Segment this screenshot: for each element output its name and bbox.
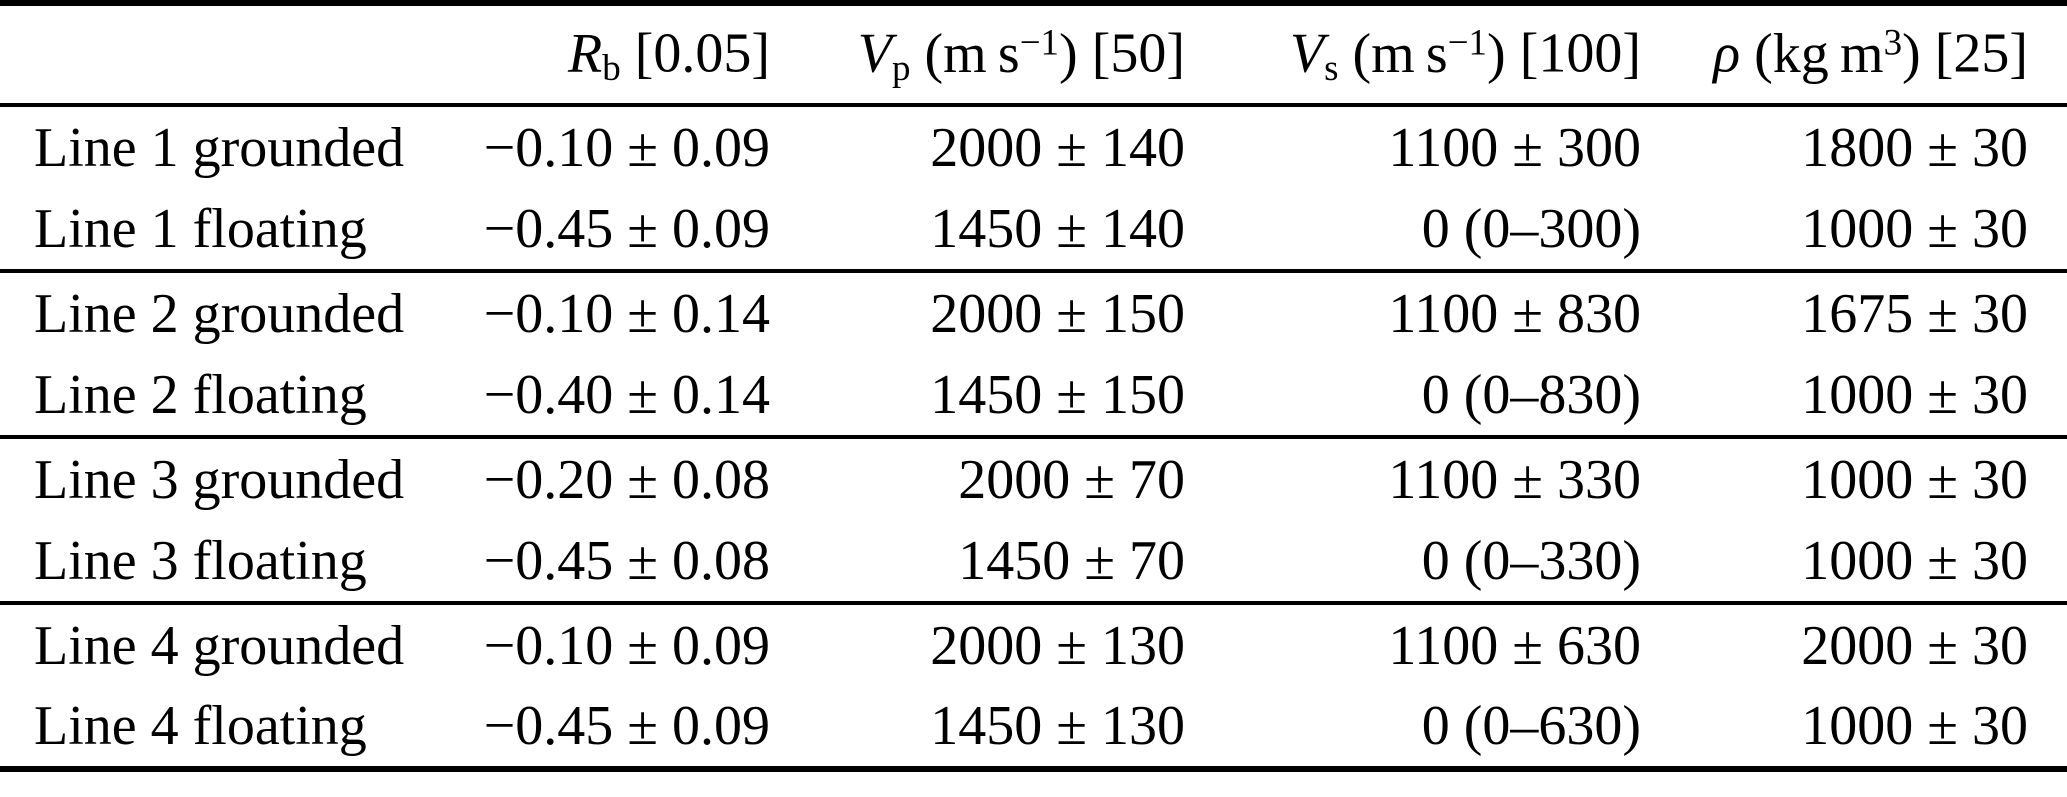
row-label-cell: Line 4 floating bbox=[34, 695, 367, 757]
header-row: Rb [0.05] Vp (m s−1) [50] Vs (m s−1) [10… bbox=[0, 3, 2067, 105]
rb-value-cell: −0.10 ± 0.14 bbox=[483, 282, 770, 345]
rb-subscript: b bbox=[602, 46, 621, 88]
vs-value-cell: 1100 ± 330 bbox=[1388, 448, 1641, 511]
table-header: Rb [0.05] Vp (m s−1) [50] Vs (m s−1) [10… bbox=[0, 3, 2067, 105]
rb-value-cell: −0.45 ± 0.09 bbox=[483, 695, 770, 757]
rb-symbol: R bbox=[568, 22, 603, 85]
inversion-results-table: Rb [0.05] Vp (m s−1) [50] Vs (m s−1) [10… bbox=[0, 0, 2067, 772]
rb-value-cell: −0.10 ± 0.09 bbox=[483, 614, 770, 677]
vp-unit: (m s−1) bbox=[910, 21, 1078, 85]
rho-unit: (kg m3) bbox=[1740, 21, 1921, 85]
table-row: Line 3 floating −0.45 ± 0.08 1450 ± 70 0… bbox=[0, 520, 2067, 603]
table-row: Line 1 floating −0.45 ± 0.09 1450 ± 140 … bbox=[0, 188, 2067, 271]
vs-subscript: s bbox=[1324, 46, 1339, 88]
vs-value-cell: 0 (0–300) bbox=[1421, 197, 1641, 260]
rb-value-cell: −0.10 ± 0.09 bbox=[483, 116, 770, 179]
vs-value-cell: 1100 ± 300 bbox=[1388, 116, 1641, 179]
group-line3: Line 3 grounded −0.20 ± 0.08 2000 ± 70 1… bbox=[0, 437, 2067, 603]
vs-unit: (m s−1) bbox=[1338, 21, 1506, 85]
table-row: Line 4 grounded −0.10 ± 0.09 2000 ± 130 … bbox=[0, 603, 2067, 686]
group-line4: Line 4 grounded −0.10 ± 0.09 2000 ± 130 … bbox=[0, 603, 2067, 769]
header-rho: ρ (kg m3) [25] bbox=[1641, 3, 2067, 105]
row-label-cell: Line 1 grounded bbox=[34, 116, 405, 179]
vp-value-cell: 1450 ± 150 bbox=[930, 363, 1185, 426]
rb-value-cell: −0.20 ± 0.08 bbox=[483, 448, 770, 511]
row-label-cell: Line 4 grounded bbox=[34, 614, 405, 677]
table-row: Line 2 floating −0.40 ± 0.14 1450 ± 150 … bbox=[0, 354, 2067, 437]
rho-symbol: ρ bbox=[1713, 22, 1741, 85]
vs-value-cell: 0 (0–330) bbox=[1421, 529, 1641, 592]
rb-step-bracket: [0.05] bbox=[620, 22, 770, 85]
vp-value-cell: 1450 ± 140 bbox=[930, 197, 1185, 260]
vs-value-cell: 1100 ± 830 bbox=[1388, 282, 1641, 345]
table-row: Line 2 grounded −0.10 ± 0.14 2000 ± 150 … bbox=[0, 271, 2067, 354]
vs-symbol: V bbox=[1289, 22, 1325, 85]
rho-value-cell: 1000 ± 30 bbox=[1801, 197, 2028, 260]
vp-step-bracket: [50] bbox=[1077, 22, 1185, 85]
rho-value-cell: 1675 ± 30 bbox=[1801, 282, 2028, 345]
vs-value-cell: 1100 ± 630 bbox=[1388, 614, 1641, 677]
rho-value-cell: 1000 ± 30 bbox=[1801, 363, 2028, 426]
rb-value-cell: −0.45 ± 0.08 bbox=[483, 529, 770, 592]
row-label-cell: Line 3 floating bbox=[34, 529, 367, 592]
vp-value-cell: 1450 ± 70 bbox=[958, 529, 1185, 592]
vs-step-bracket: [100] bbox=[1505, 22, 1641, 85]
table-row: Line 1 grounded −0.10 ± 0.09 2000 ± 140 … bbox=[0, 105, 2067, 188]
vs-value-cell: 0 (0–830) bbox=[1421, 363, 1641, 426]
rho-step-bracket: [25] bbox=[1920, 22, 2028, 85]
table-row: Line 4 floating −0.45 ± 0.09 1450 ± 130 … bbox=[0, 686, 2067, 769]
row-label-cell: Line 1 floating bbox=[34, 197, 367, 260]
rho-value-cell: 1000 ± 30 bbox=[1801, 448, 2028, 511]
rho-value-cell: 1000 ± 30 bbox=[1801, 695, 2028, 757]
vp-value-cell: 2000 ± 130 bbox=[930, 614, 1185, 677]
vp-value-cell: 2000 ± 150 bbox=[930, 282, 1185, 345]
header-rb: Rb [0.05] bbox=[470, 3, 770, 105]
rho-value-cell: 2000 ± 30 bbox=[1801, 614, 2028, 677]
group-line2: Line 2 grounded −0.10 ± 0.14 2000 ± 150 … bbox=[0, 271, 2067, 437]
group-line1: Line 1 grounded −0.10 ± 0.09 2000 ± 140 … bbox=[0, 105, 2067, 271]
vs-value-cell: 0 (0–630) bbox=[1421, 695, 1641, 757]
vp-value-cell: 2000 ± 70 bbox=[958, 448, 1185, 511]
table-row: Line 3 grounded −0.20 ± 0.08 2000 ± 70 1… bbox=[0, 437, 2067, 520]
rb-value-cell: −0.45 ± 0.09 bbox=[483, 197, 770, 260]
rho-value-cell: 1800 ± 30 bbox=[1801, 116, 2028, 179]
row-label-cell: Line 2 grounded bbox=[34, 282, 405, 345]
row-label-cell: Line 2 floating bbox=[34, 363, 367, 426]
vp-symbol: V bbox=[857, 22, 893, 85]
header-vp: Vp (m s−1) [50] bbox=[770, 3, 1185, 105]
row-label-cell: Line 3 grounded bbox=[34, 448, 405, 511]
vp-value-cell: 2000 ± 140 bbox=[930, 116, 1185, 179]
rho-value-cell: 1000 ± 30 bbox=[1801, 529, 2028, 592]
header-vs: Vs (m s−1) [100] bbox=[1185, 3, 1641, 105]
rb-value-cell: −0.40 ± 0.14 bbox=[483, 363, 770, 426]
vp-value-cell: 1450 ± 130 bbox=[930, 695, 1185, 757]
header-empty-cell bbox=[0, 3, 470, 105]
vp-subscript: p bbox=[892, 46, 911, 88]
